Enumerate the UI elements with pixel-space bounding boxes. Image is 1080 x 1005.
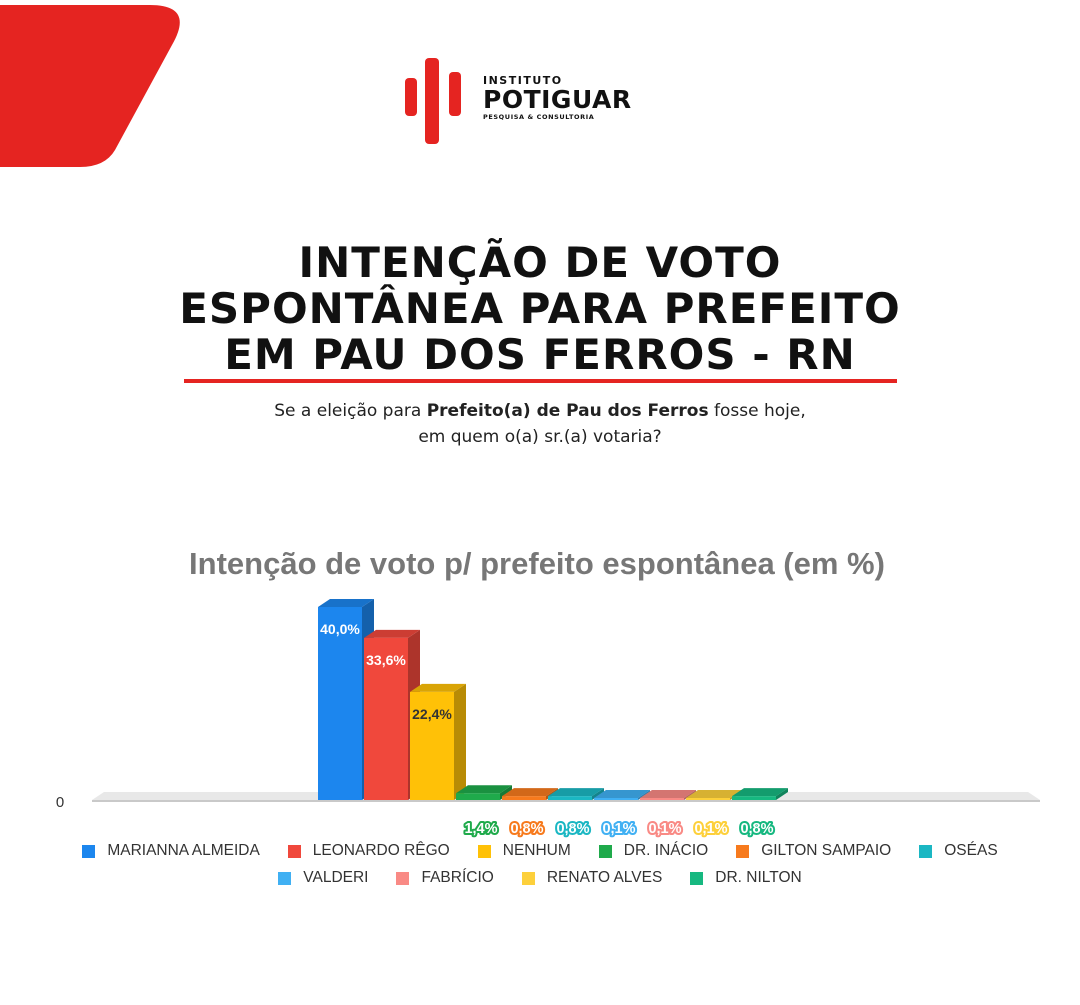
headline-line-2: ESPONTÂNEA PARA PREFEITO [179,284,901,333]
page-headline: INTENÇÃO DE VOTO ESPONTÂNEA PARA PREFEIT… [0,240,1080,378]
brand-bars-icon [405,58,461,144]
question-line-2: em quem o(a) sr.(a) votaria? [418,427,662,447]
legend-swatch [919,844,933,858]
legend-item: NENHUM [477,842,571,860]
legend-swatch [396,871,410,885]
legend-swatch [278,871,292,885]
chart-title: Intenção de voto p/ prefeito espontânea … [189,546,885,581]
legend-label: NENHUM [502,842,571,859]
legend-swatch [82,844,96,858]
legend-swatch [736,844,750,858]
legend-item: RENATO ALVES [521,869,663,887]
survey-question: Se a eleição para Prefeito(a) de Pau dos… [0,398,1080,450]
brand-top-line: INSTITUTO [483,74,563,87]
legend-row-2: VALDERI FABRÍCIO RENATO ALVES DR. NILTON [0,869,1080,887]
vote-chart: Intenção de voto p/ prefeito espontânea … [56,546,1040,839]
legend-label: FABRÍCIO [421,869,494,886]
brand-name: POTIGUAR [483,85,632,114]
headline-line-1: INTENÇÃO DE VOTO [298,238,782,287]
data-label: 1,4% [464,821,497,837]
legend-label: OSÉAS [944,842,998,859]
question-suffix: fosse hoje, [708,401,806,421]
y-tick-label: 0 [56,794,64,811]
question-emphasis: Prefeito(a) de Pau dos Ferros [426,401,709,421]
legend-item: DR. NILTON [690,869,802,887]
bar [410,683,466,800]
legend-item: VALDERI [278,869,368,887]
legend-item: GILTON SAMPAIO [736,842,891,860]
legend-label: RENATO ALVES [546,869,663,886]
bar [548,788,604,800]
legend-label: DR. INÁCIO [623,842,709,859]
bar [364,629,420,800]
legend-item: OSÉAS [919,842,998,860]
data-label: 0,1% [694,821,727,837]
legend-row-1: MARIANNA ALMEIDA LEONARDO RÊGO NENHUM DR. I… [0,842,1080,860]
brand-tagline: PESQUISA & CONSULTORIA [483,113,595,121]
headline-underline [184,379,897,383]
data-label: 0,1% [648,821,681,837]
legend-swatch [598,844,612,858]
legend-item: FABRÍCIO [396,869,494,887]
brand-logo: INSTITUTO POTIGUAR PESQUISA & CONSULTORI… [403,56,683,146]
data-label: 33,6% [366,652,406,668]
question-prefix: Se a eleição para [274,401,427,421]
legend-label: VALDERI [303,869,369,886]
legend-swatch [287,844,301,858]
legend-item: DR. INÁCIO [598,842,709,860]
data-label: 0,8% [740,821,773,837]
legend-item: LEONARDO RÊGO [287,842,450,860]
data-label: 0,8% [510,821,543,837]
legend-swatch [477,844,491,858]
legend-label: LEONARDO RÊGO [312,842,450,859]
data-label: 0,8% [556,821,589,837]
data-label: 0,1% [602,821,635,837]
legend-label: DR. NILTON [715,869,802,886]
legend-item: MARIANNA ALMEIDA [82,842,260,860]
data-label: 22,4% [412,706,452,722]
legend-label: GILTON SAMPAIO [761,842,892,859]
legend-label: MARIANNA ALMEIDA [107,842,260,859]
data-label: 40,0% [320,621,360,637]
legend-swatch [690,871,704,885]
red-corner-decoration [0,5,180,167]
legend-swatch [521,871,535,885]
red-corner-shape [0,5,180,167]
headline-line-3: EM PAU DOS FERROS - RN [224,330,856,379]
bar [732,788,788,800]
